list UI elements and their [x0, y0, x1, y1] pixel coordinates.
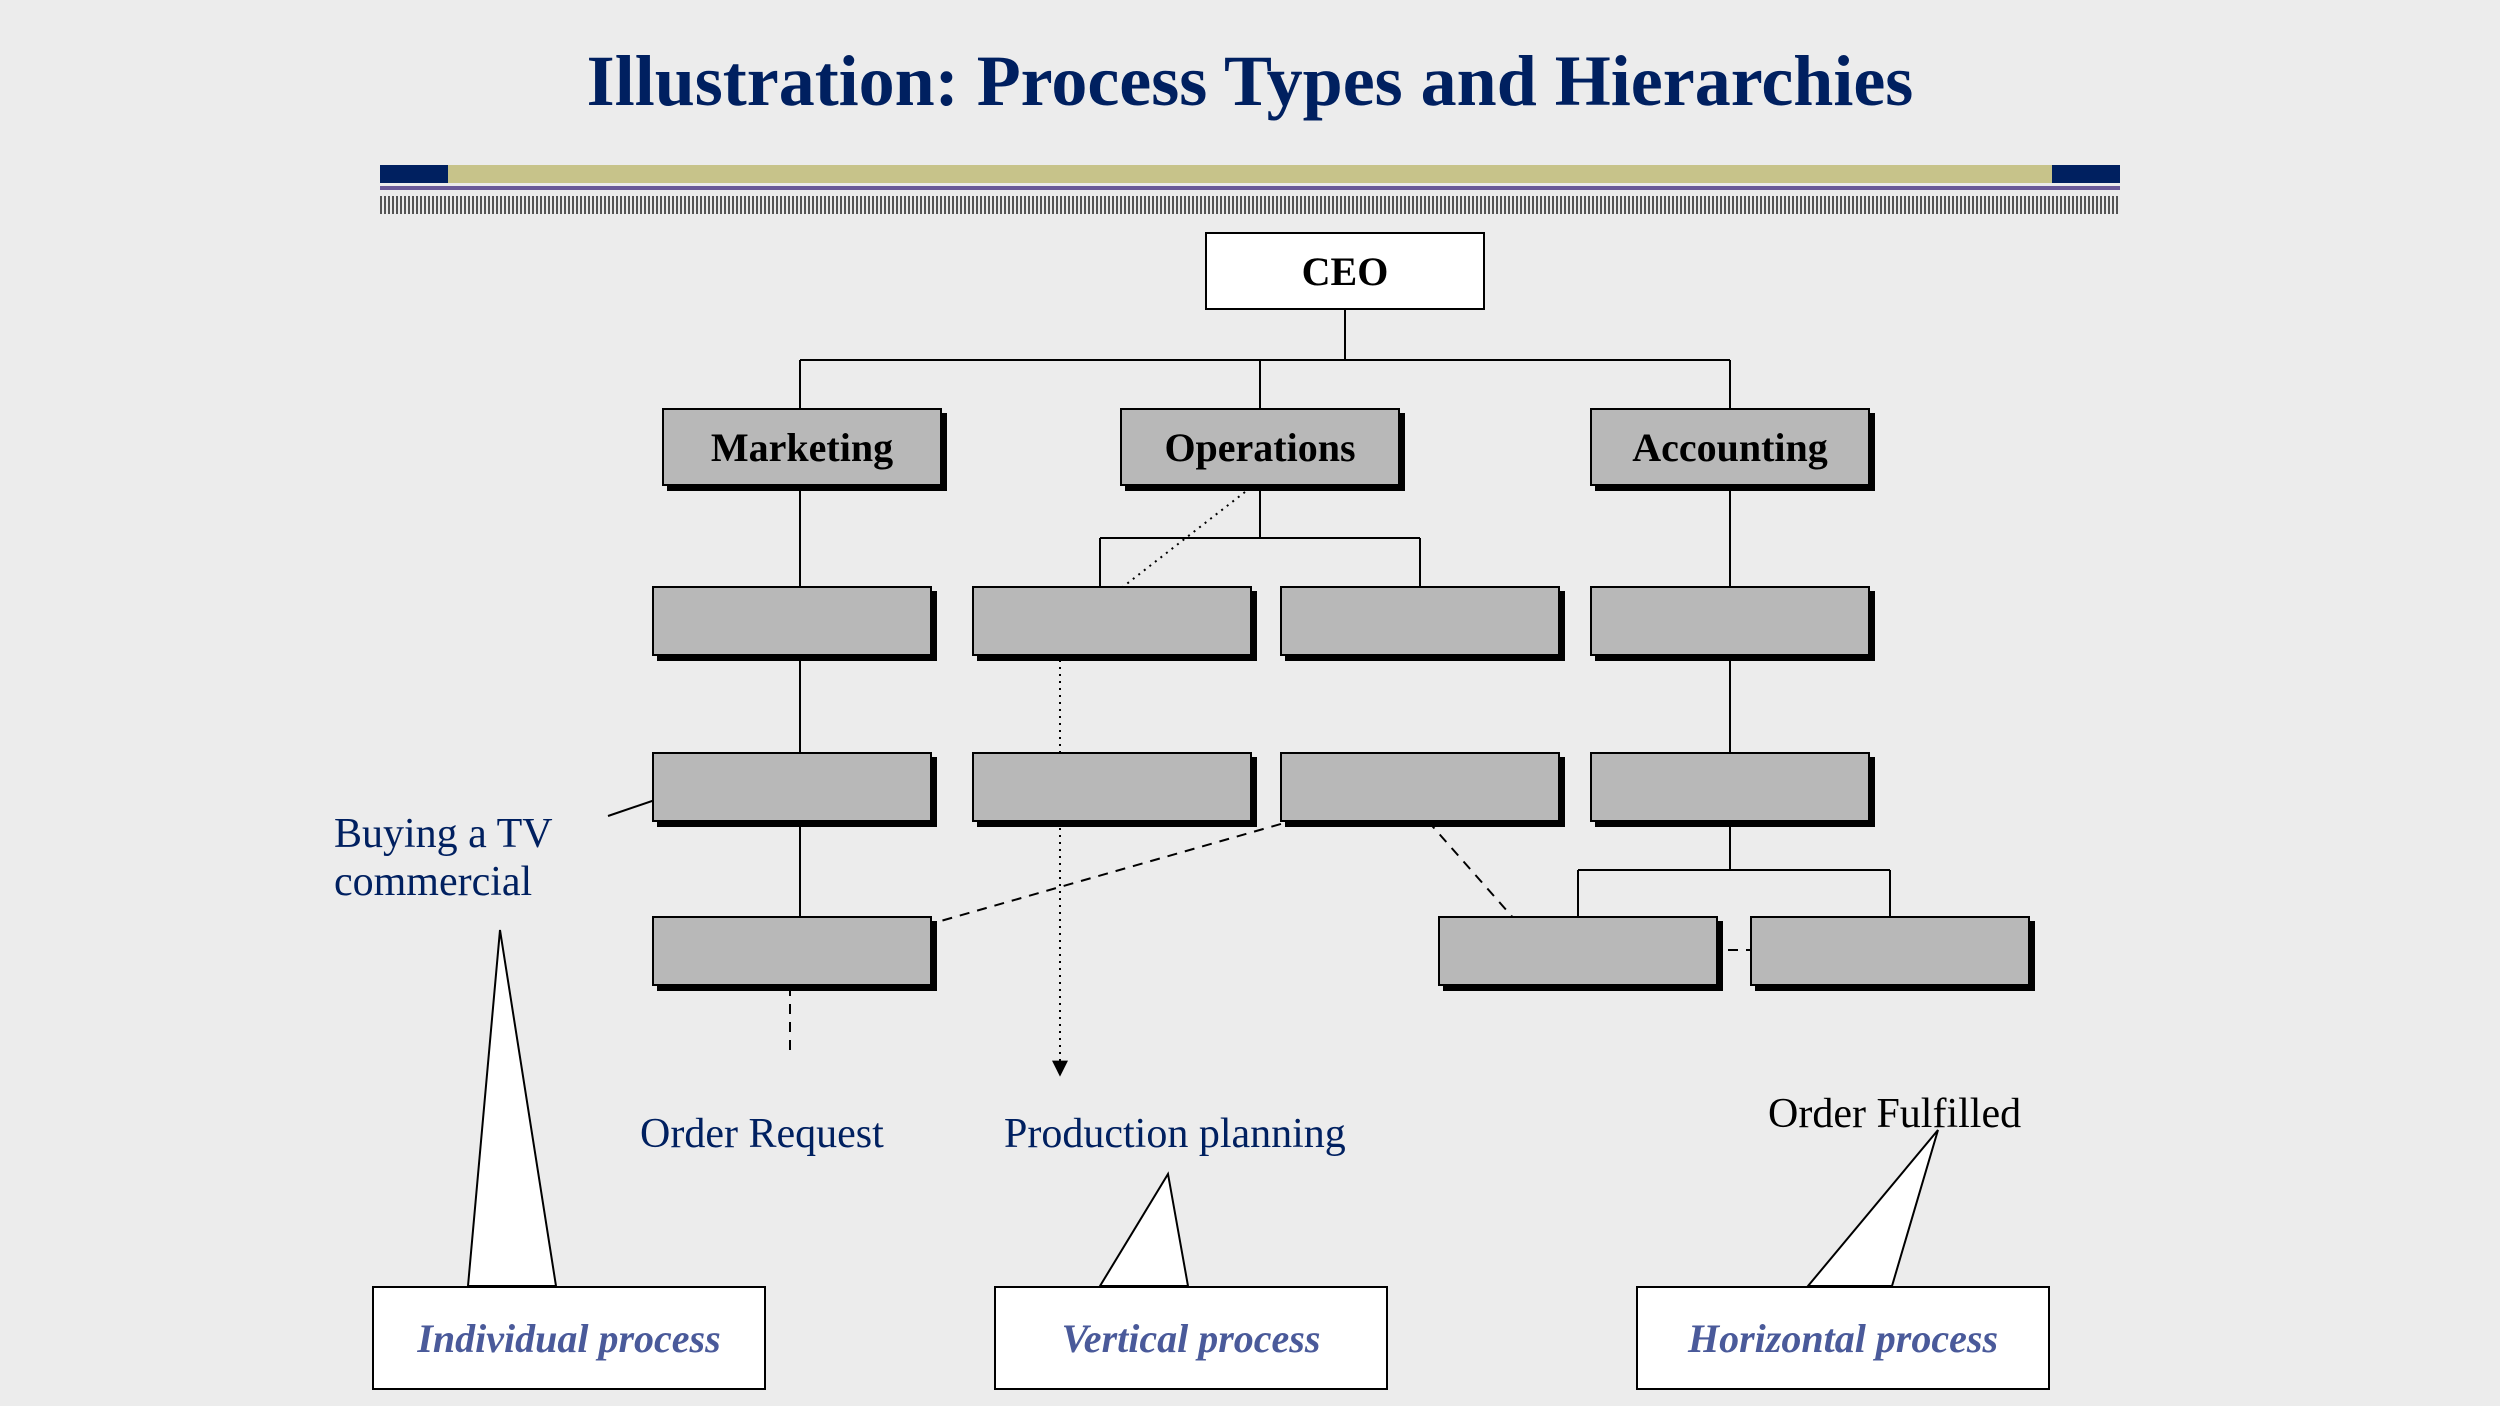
- node-a3: [1590, 752, 1870, 822]
- node-o3a: [972, 752, 1252, 822]
- node-ops: Operations: [1120, 408, 1400, 486]
- label-ful: Order Fulfilled: [1768, 1090, 2021, 1138]
- node-m3: [652, 752, 932, 822]
- node-m4: [652, 916, 932, 986]
- node-a4a: [1438, 916, 1718, 986]
- node-o2a: [972, 586, 1252, 656]
- callout-horizontal: Horizontal process: [1636, 1286, 2050, 1390]
- label-req: Order Request: [640, 1110, 884, 1158]
- node-m2: [652, 586, 932, 656]
- node-o2b: [1280, 586, 1560, 656]
- divider-bar-gold: [380, 165, 2120, 183]
- node-mkt: Marketing: [662, 408, 942, 486]
- divider-bar-purple: [380, 186, 2120, 190]
- label-tv: Buying a TVcommercial: [334, 810, 553, 907]
- page-title: Illustration: Process Types and Hierarch…: [0, 40, 2500, 123]
- node-ceo: CEO: [1205, 232, 1485, 310]
- callout-vertical: Vertical process: [994, 1286, 1388, 1390]
- callout-individual: Individual process: [372, 1286, 766, 1390]
- node-acc: Accounting: [1590, 408, 1870, 486]
- node-a4b: [1750, 916, 2030, 986]
- divider-bar-stripes: [380, 196, 2120, 214]
- node-a2: [1590, 586, 1870, 656]
- label-plan: Production planning: [1004, 1110, 1346, 1158]
- node-o3b: [1280, 752, 1560, 822]
